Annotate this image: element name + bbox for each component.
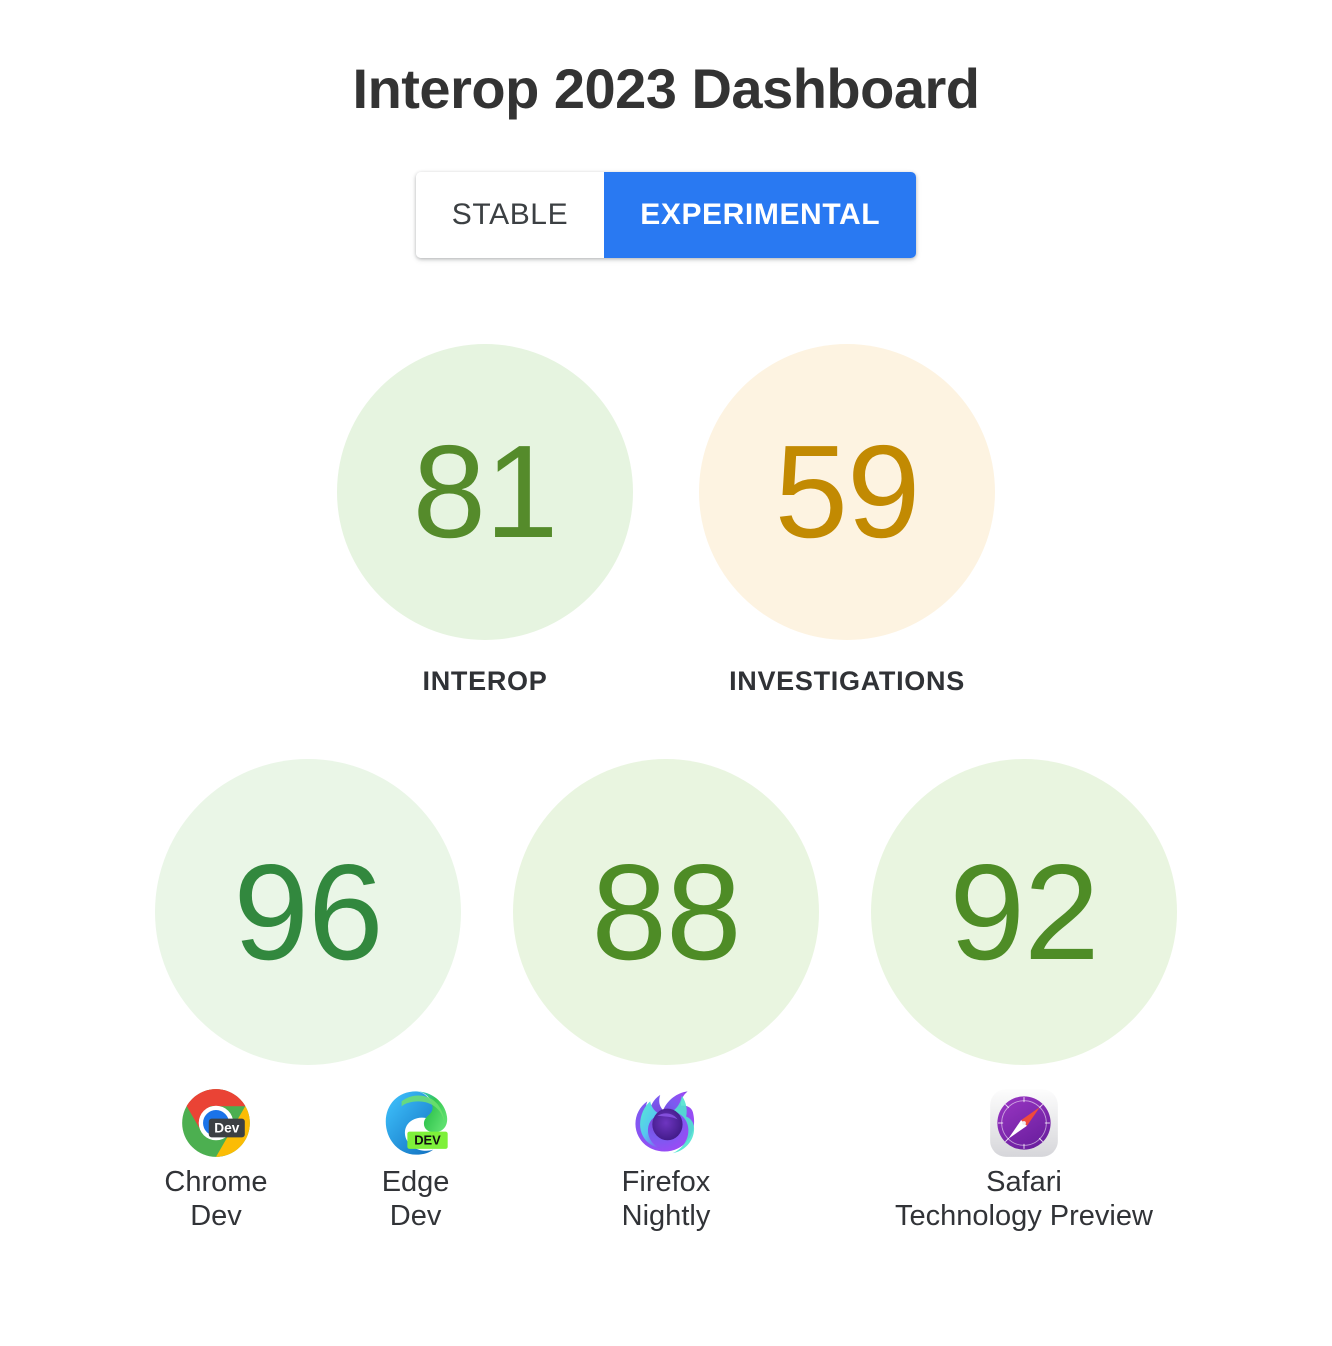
firefox-logo-row: Firefox Nightly <box>621 1087 711 1233</box>
firefox-score-circle[interactable]: 88 <box>513 758 819 1065</box>
summary-scores-row: 81 INTEROP 59 INVESTIGATIONS <box>0 343 1332 697</box>
browser-name-safari-technology-preview: Safari Technology Preview <box>895 1165 1153 1232</box>
investigations-score-circle[interactable]: 59 <box>699 343 995 640</box>
chrome-dev-icon: Dev <box>182 1088 250 1157</box>
svg-text:DEV: DEV <box>414 1132 441 1147</box>
tab-experimental[interactable]: EXPERIMENTAL <box>604 171 917 258</box>
browser-edge-dev[interactable]: DEV Edge Dev <box>380 1087 452 1233</box>
tab-stable[interactable]: STABLE <box>415 171 605 258</box>
safari-score-circle[interactable]: 92 <box>871 758 1177 1065</box>
view-toggle-container: STABLE EXPERIMENTAL <box>0 171 1332 258</box>
browser-cell-chromium: 96 Dev Chrome Dev <box>155 758 461 1233</box>
browser-scores-row: 96 Dev Chrome Dev <box>0 758 1332 1233</box>
browser-safari-technology-preview[interactable]: Safari Technology Preview <box>895 1087 1153 1233</box>
page-title: Interop 2023 Dashboard <box>352 57 980 120</box>
firefox-nightly-icon <box>635 1090 695 1153</box>
safari-logo-row: Safari Technology Preview <box>895 1087 1153 1233</box>
chromium-logo-row: Dev Chrome Dev <box>164 1087 451 1233</box>
svg-text:Dev: Dev <box>214 1120 239 1135</box>
browser-name-edge-dev: Edge Dev <box>381 1165 450 1232</box>
chromium-score-circle[interactable]: 96 <box>155 758 461 1065</box>
view-toggle: STABLE EXPERIMENTAL <box>415 171 917 258</box>
safari-technology-preview-icon <box>990 1088 1058 1157</box>
browser-cell-firefox: 88 <box>513 758 819 1233</box>
summary-cell-interop: 81 INTEROP <box>337 343 633 697</box>
interop-score-label: INTEROP <box>422 665 548 696</box>
browser-firefox-nightly[interactable]: Firefox Nightly <box>621 1087 711 1233</box>
summary-cell-investigations: 59 INVESTIGATIONS <box>699 343 995 697</box>
browser-name-chrome-dev: Chrome Dev <box>164 1165 268 1232</box>
browser-cell-safari: 92 <box>871 758 1177 1233</box>
investigations-score-label: INVESTIGATIONS <box>729 665 965 696</box>
interop-score-circle[interactable]: 81 <box>337 343 633 640</box>
edge-dev-icon: DEV <box>385 1090 448 1155</box>
browser-name-firefox-nightly: Firefox Nightly <box>621 1165 711 1232</box>
browser-chrome-dev[interactable]: Dev Chrome Dev <box>164 1087 268 1233</box>
